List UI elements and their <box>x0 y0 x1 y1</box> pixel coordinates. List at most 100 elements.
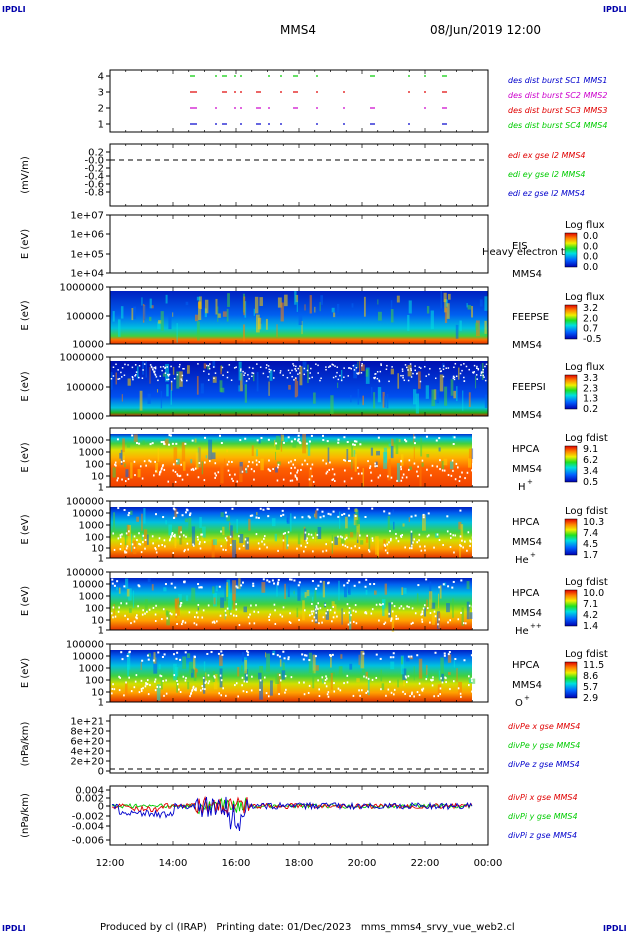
heatmap-streak <box>397 373 400 389</box>
heatmap-streak <box>377 387 382 403</box>
sparse-pixel <box>160 441 163 444</box>
heatmap-streak <box>130 510 133 515</box>
sparse-pixel <box>224 511 227 514</box>
sparse-pixel <box>145 682 147 685</box>
sparse-pixel <box>225 694 227 697</box>
sparse-pixel <box>324 603 327 606</box>
heatmap-streak <box>430 310 434 330</box>
sparse-pixel <box>318 688 320 691</box>
sparse-pixel <box>331 653 334 656</box>
sparse-pixel <box>239 439 242 442</box>
heatmap-streak <box>468 678 473 684</box>
colorbar-tick-label: 2.9 <box>583 693 598 704</box>
sparse-pixel <box>139 465 142 468</box>
sparse-pixel <box>125 602 128 605</box>
sparse-pixel <box>405 676 408 679</box>
sparse-pixel <box>337 535 339 538</box>
sparse-pixel <box>136 617 138 620</box>
heatmap-streak <box>284 294 288 307</box>
heatmap-streak <box>426 454 430 458</box>
y-tick-label: 1000 <box>79 521 104 532</box>
sparse-pixel <box>314 655 317 658</box>
sparse-pixel <box>160 675 163 678</box>
heatmap-streak <box>452 598 454 618</box>
sparse-pixel <box>420 367 422 369</box>
heatmap-streak <box>207 366 210 370</box>
sparse-pixel <box>460 611 462 614</box>
sparse-pixel <box>461 539 463 542</box>
sparse-pixel <box>170 582 173 585</box>
heatmap-streak <box>211 539 215 559</box>
heatmap-streak <box>141 533 144 541</box>
colorbar-tick-label: 5.7 <box>583 682 598 693</box>
sparse-pixel <box>150 365 153 368</box>
sparse-pixel <box>265 692 268 695</box>
sparse-pixel <box>113 688 116 691</box>
heatmap-streak <box>447 672 451 676</box>
y-tick-label: 1e+06 <box>70 230 104 241</box>
sparse-pixel <box>112 366 115 368</box>
heatmap-streak <box>460 524 464 541</box>
sparse-pixel <box>449 532 452 535</box>
sparse-pixel <box>213 621 216 624</box>
sparse-pixel <box>248 460 250 463</box>
heatmap-streak <box>403 679 406 687</box>
sparse-pixel <box>429 621 431 624</box>
heatmap-streak <box>362 395 365 406</box>
heatmap-streak <box>157 321 161 330</box>
sparse-pixel <box>327 695 330 698</box>
sparse-pixel <box>306 537 309 540</box>
sparse-pixel <box>397 617 399 620</box>
y-axis-label: E (eV) <box>20 514 31 544</box>
instrument-name: EIS <box>512 241 528 252</box>
sparse-pixel <box>371 539 374 542</box>
heatmap-streak <box>163 587 167 592</box>
sparse-pixel <box>284 675 287 678</box>
heatmap-streak <box>416 593 419 604</box>
heatmap-streak <box>226 515 231 522</box>
sparse-pixel <box>201 533 203 536</box>
y-tick-label: 1e+21 <box>70 717 104 728</box>
sparse-pixel <box>325 549 328 552</box>
sparse-pixel <box>428 534 430 537</box>
sparse-pixel <box>473 371 476 373</box>
heatmap-streak <box>359 361 361 375</box>
heatmap-streak <box>110 372 113 390</box>
y-tick-label: 1 <box>98 554 104 565</box>
sparse-pixel <box>476 378 478 380</box>
sparse-pixel <box>365 578 368 581</box>
sparse-pixel <box>454 478 457 481</box>
heatmap-streak <box>190 459 193 464</box>
sparse-pixel <box>384 544 386 547</box>
heatmap-streak <box>173 447 178 462</box>
heatmap-streak <box>426 599 428 612</box>
sparse-pixel <box>349 621 352 624</box>
sparse-pixel <box>214 372 217 374</box>
legend-entry: divPe y gse MMS4 <box>508 741 580 750</box>
sparse-pixel <box>112 606 115 609</box>
sparse-pixel <box>425 678 428 681</box>
sparse-pixel <box>127 478 130 481</box>
sparse-pixel <box>152 659 155 662</box>
sparse-pixel <box>226 607 229 610</box>
heatmap-streak <box>240 373 243 392</box>
heatmap-streak <box>220 464 224 484</box>
sparse-pixel <box>252 582 255 585</box>
sparse-pixel <box>452 680 455 683</box>
heatmap-streak <box>292 439 297 448</box>
heatmap-streak <box>337 382 339 388</box>
heatmap-streak <box>229 522 231 531</box>
sparse-pixel <box>376 371 379 373</box>
sparse-pixel <box>215 474 218 477</box>
sparse-pixel <box>370 479 373 482</box>
sparse-pixel <box>235 682 238 685</box>
sparse-pixel <box>337 687 340 690</box>
heatmap-streak <box>444 386 448 406</box>
sparse-pixel <box>125 551 128 554</box>
heatmap-streak <box>141 297 143 306</box>
heatmap-streak <box>438 447 441 452</box>
heatmap-streak <box>312 654 316 674</box>
sparse-pixel <box>167 375 170 377</box>
sparse-pixel <box>303 693 306 696</box>
sparse-pixel <box>172 469 175 472</box>
